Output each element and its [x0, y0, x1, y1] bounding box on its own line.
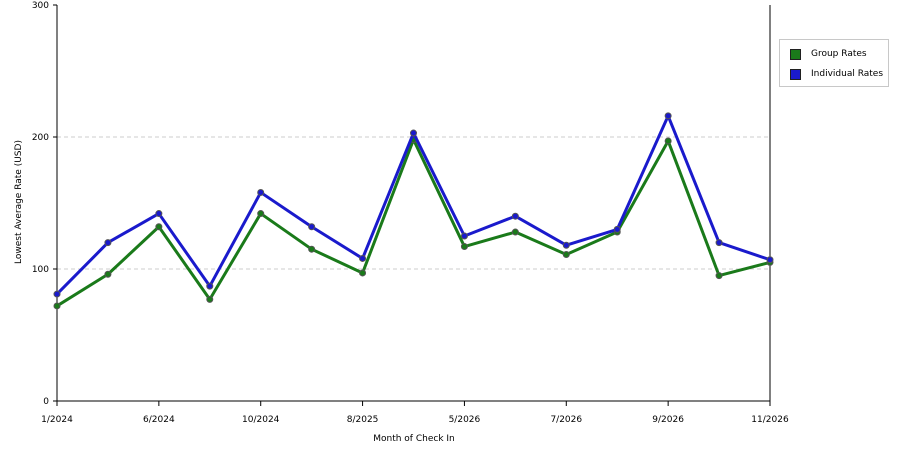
x-tick-label-7: 11/2026: [751, 415, 789, 425]
individual-rates-point: [715, 239, 723, 247]
y-tick-label-300: 300: [32, 1, 49, 11]
legend-label-group-rates: Group Rates: [811, 49, 867, 59]
gridlines: [57, 136, 770, 270]
individual-rates-point: [613, 225, 621, 233]
x-tick-label-6: 9/2026: [652, 415, 684, 425]
legend: Group Rates Individual Rates: [779, 39, 889, 87]
y-tick-label-200: 200: [32, 133, 49, 143]
group-rates-point: [308, 245, 316, 253]
individual-rates-point: [562, 241, 570, 249]
individual-rates-point: [308, 223, 316, 231]
group-rates-point: [664, 137, 672, 145]
individual-rates-point: [53, 290, 61, 298]
individual-rates-swatch: [790, 68, 801, 80]
individual-rates-point: [766, 256, 774, 264]
individual-rates-point: [359, 254, 367, 262]
individual-rates-point: [155, 210, 163, 218]
group-rates-point: [206, 295, 214, 303]
series-lines: [53, 112, 774, 310]
individual-rates-point: [206, 282, 214, 290]
individual-rates-point: [257, 188, 265, 196]
x-tick-label-0: 1/2024: [41, 415, 73, 425]
group-rates-point: [104, 270, 112, 278]
x-tick-label-5: 7/2026: [550, 415, 582, 425]
group-rates-swatch: [790, 48, 801, 60]
y-axis-title: Lowest Average Rate (USD): [14, 140, 24, 264]
axes: [53, 4, 771, 406]
x-tick-label-4: 5/2026: [449, 415, 481, 425]
legend-item-individual-rates: Individual Rates: [790, 68, 883, 80]
x-tick-label-3: 8/2025: [347, 415, 379, 425]
individual-rates-point: [460, 232, 468, 240]
legend-item-group-rates: Group Rates: [790, 48, 867, 60]
group-rates-point: [715, 272, 723, 280]
tick-labels: 0 100 200 300 1/2024 6/2024 10/2024 8/2025 5/202…: [32, 1, 789, 425]
y-tick-label-100: 100: [32, 265, 49, 275]
group-rates-point: [562, 250, 570, 258]
group-rates-point: [511, 228, 519, 236]
y-tick-label-0: 0: [43, 397, 49, 407]
group-rates-point: [155, 223, 163, 231]
individual-rates-point: [664, 112, 672, 120]
legend-label-individual-rates: Individual Rates: [811, 69, 884, 79]
x-axis-title: Month of Check In: [373, 434, 455, 444]
individual-rates-point: [511, 212, 519, 220]
x-tick-label-1: 6/2024: [143, 415, 175, 425]
individual-rates-point: [410, 129, 417, 137]
group-rates-point: [257, 210, 265, 218]
group-rates-point: [460, 243, 468, 251]
group-rates-point: [359, 269, 367, 277]
x-tick-label-2: 10/2024: [242, 415, 280, 425]
group-rates-point: [53, 302, 61, 310]
individual-rates-point: [104, 239, 112, 247]
